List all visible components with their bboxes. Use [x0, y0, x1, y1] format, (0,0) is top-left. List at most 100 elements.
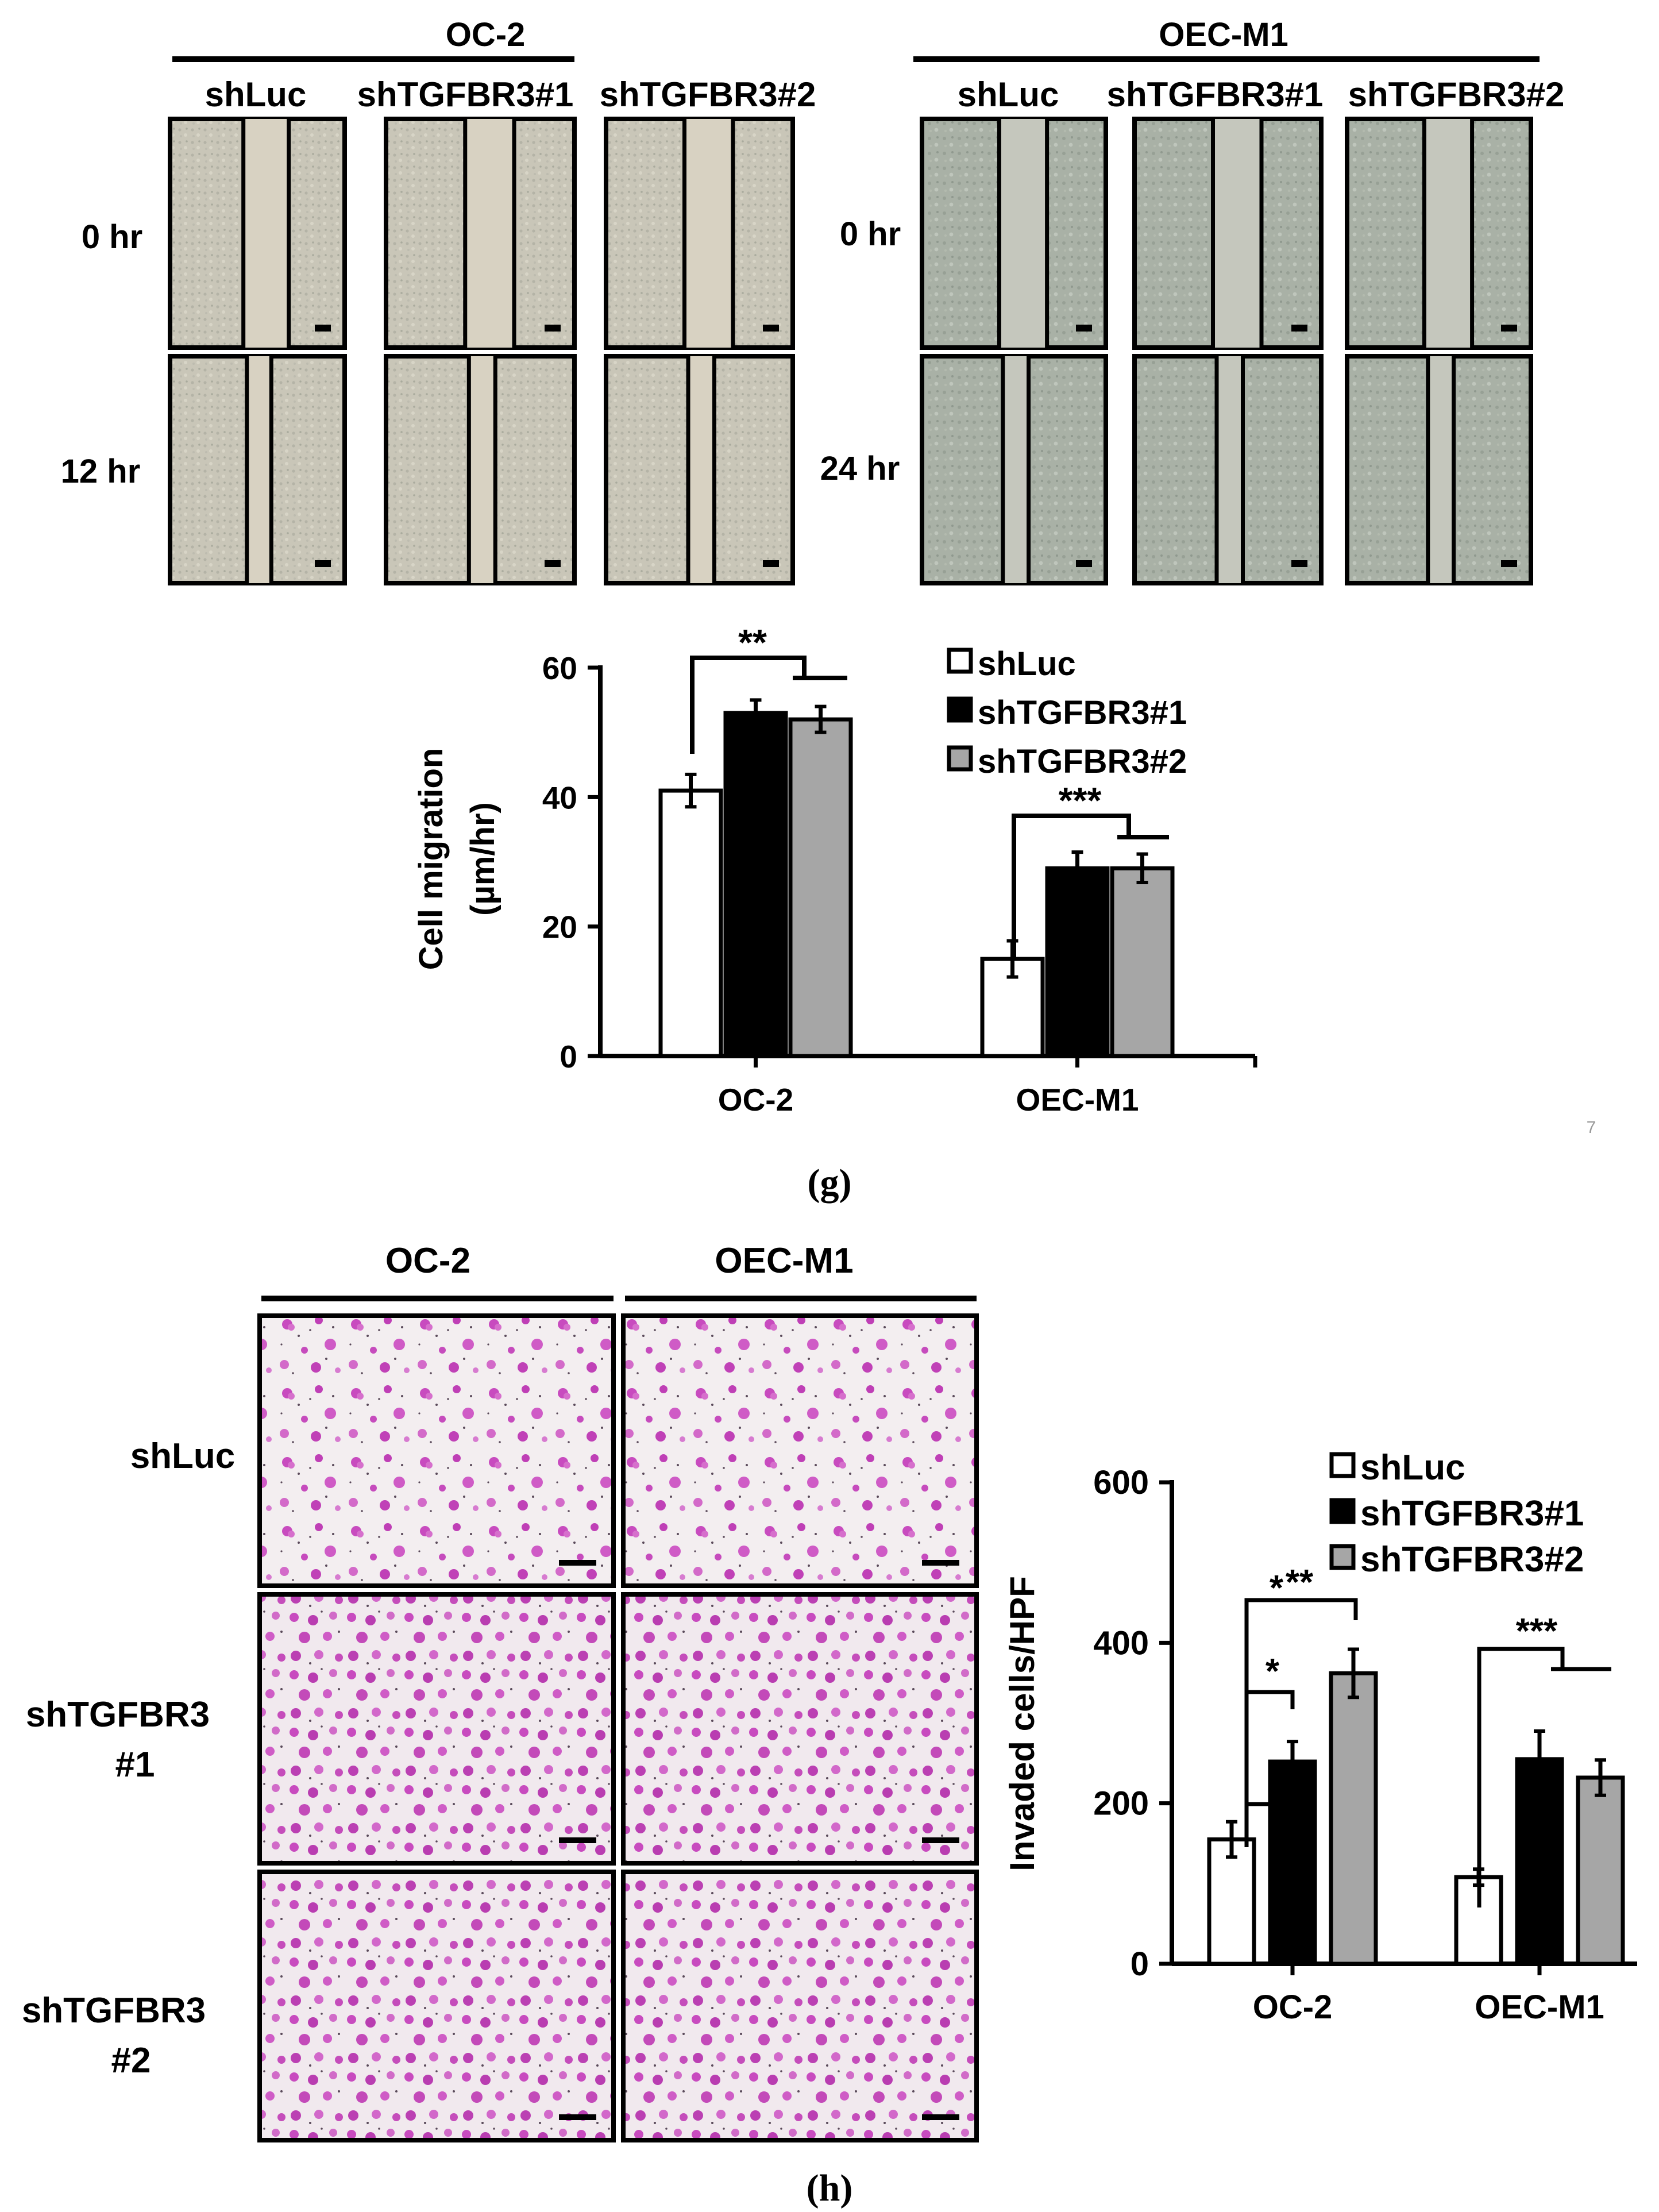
scale-bar	[922, 1837, 959, 1843]
scale-bar	[559, 1837, 596, 1843]
scratch-gap	[1213, 119, 1261, 348]
scratch-gap	[688, 356, 715, 583]
cond-label-oecm1-sh1: shTGFBR3#1	[1107, 75, 1324, 114]
scratch-gap	[1424, 119, 1472, 348]
scale-bar	[763, 325, 779, 332]
invasion-image	[257, 1592, 616, 1866]
y-tick-label: 400	[1093, 1624, 1149, 1662]
scale-bar	[922, 2114, 959, 2120]
legend-label: shLuc	[1360, 1448, 1465, 1487]
y-axis-label: Invaded cells/HPF	[1003, 1576, 1041, 1871]
invasion-image	[621, 1592, 979, 1866]
significance-bracket	[1247, 1690, 1295, 1709]
y-tick-label: 60	[542, 650, 577, 686]
x-tick-label: OC-2	[718, 1082, 793, 1117]
legend-swatch	[1329, 1544, 1356, 1570]
scratch-gap	[246, 356, 272, 583]
legend-swatch	[947, 648, 973, 674]
scratch-gap	[1217, 356, 1243, 583]
row-label-sh2-line1: shTGFBR3	[22, 1991, 206, 2030]
significance-label: *	[1266, 1652, 1280, 1691]
significance-label: ***	[1516, 1612, 1558, 1651]
y-tick-label: 40	[542, 780, 577, 815]
y-tick-label: 0	[1131, 1945, 1149, 1983]
bar-shTGFBR3#2	[1329, 1671, 1378, 1966]
scale-bar	[1501, 325, 1517, 332]
scale-bar	[1291, 560, 1307, 567]
bar-shTGFBR3#1	[1515, 1757, 1564, 1966]
bar-shTGFBR3#2	[1576, 1775, 1625, 1966]
invasion-image	[257, 1313, 616, 1588]
bar-shTGFBR3#2	[1110, 866, 1175, 1058]
scale-bar	[559, 2114, 596, 2120]
invasion-image	[621, 1870, 979, 2142]
legend-label: shTGFBR3#1	[1360, 1494, 1584, 1533]
oc2-header-g: OC-2	[446, 16, 526, 53]
scale-bar	[922, 1560, 959, 1566]
time-label-oecm1-0: 0 hr	[840, 215, 901, 253]
y-axis-label: Cell migration	[412, 748, 450, 970]
legend-swatch	[947, 745, 973, 772]
legend-swatch	[1329, 1498, 1356, 1524]
time-label-oecm1-24: 24 hr	[820, 450, 900, 487]
significance-bracket	[690, 656, 847, 754]
row-label-sh1-line1: shTGFBR3	[26, 1695, 210, 1735]
scale-bar	[559, 1560, 596, 1566]
scale-bar	[1291, 325, 1307, 332]
cond-label-oecm1-shluc: shLuc	[958, 75, 1059, 114]
scratch-gap	[684, 119, 733, 348]
scale-bar	[545, 560, 561, 567]
cond-label-oc2-sh2: shTGFBR3#2	[600, 75, 816, 114]
significance-label: **	[1286, 1563, 1314, 1602]
x-tick-label: OC-2	[1253, 1989, 1333, 2026]
cond-label-oc2-sh1: shTGFBR3#1	[357, 75, 574, 114]
row-label-sh2-line2: #2	[111, 2041, 151, 2080]
scale-bar	[763, 560, 779, 567]
invasion-image	[257, 1870, 616, 2142]
legend-swatch	[947, 696, 973, 723]
caption-h: (h)	[807, 2167, 853, 2209]
bar-shTGFBR3#1	[723, 711, 788, 1058]
row-label-sh1-line2: #1	[115, 1745, 155, 1785]
y-tick-label: 0	[560, 1039, 577, 1074]
y-axis-label: (µm/hr)	[464, 802, 501, 916]
scale-bar	[315, 560, 331, 567]
significance-label: **	[738, 622, 767, 663]
chart-invaded-cells: 0 200 400 600 OC-2 OEC-M1 Invaded cells/HPF shL…	[1003, 1448, 1637, 2026]
legend-label: shTGFBR3#1	[978, 694, 1187, 731]
page-mark: 7	[1587, 1118, 1596, 1137]
oc2-header-h: OC-2	[385, 1241, 470, 1281]
legend-swatch	[1329, 1452, 1356, 1478]
row-label-shluc: shLuc	[130, 1436, 236, 1476]
significance-bracket	[1477, 1647, 1611, 1907]
significance-bracket	[1244, 1598, 1358, 1847]
scratch-gap	[243, 119, 289, 348]
time-label-oc2-0: 0 hr	[82, 218, 142, 256]
x-tick-label: OEC-M1	[1016, 1082, 1139, 1117]
chart-cell-migration: 0 20 40 60 OC-2 OEC-M1 Cell migration (µm/hr) sh…	[412, 622, 1257, 1117]
invasion-image	[621, 1313, 979, 1588]
x-tick-label: OEC-M1	[1475, 1989, 1604, 2026]
y-tick-label: 600	[1093, 1464, 1149, 1501]
scale-bar	[1076, 560, 1092, 567]
bar-shTGFBR3#2	[788, 717, 853, 1058]
scratch-gap	[999, 119, 1047, 348]
bar-shTGFBR3#1	[1268, 1759, 1317, 1966]
scratch-gap	[469, 356, 496, 583]
scale-bar	[1501, 560, 1517, 567]
legend-label: shTGFBR3#2	[1360, 1540, 1584, 1579]
legend-label: shLuc	[978, 645, 1076, 683]
significance-bracket	[1012, 814, 1169, 959]
scratch-gap	[465, 119, 515, 348]
caption-g: (g)	[808, 1162, 852, 1204]
time-label-oc2-12: 12 hr	[61, 453, 141, 490]
scale-bar	[545, 325, 561, 332]
y-tick-label: 200	[1093, 1785, 1149, 1822]
oecm1-header-g: OEC-M1	[1159, 16, 1288, 53]
significance-label: ***	[1059, 780, 1102, 821]
oecm1-header-h: OEC-M1	[715, 1241, 853, 1281]
bar-shLuc	[658, 788, 723, 1058]
scale-bar	[1076, 325, 1092, 332]
scratch-gap	[1002, 356, 1029, 583]
